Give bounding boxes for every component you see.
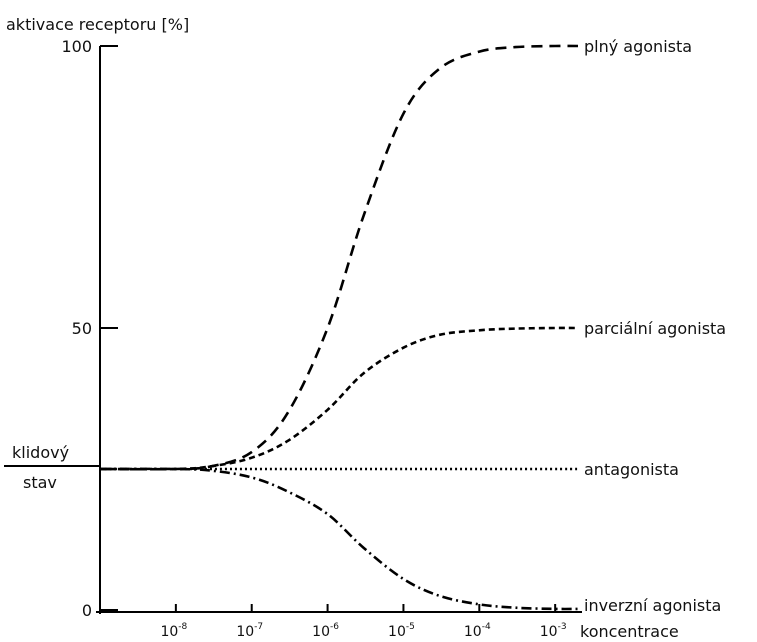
x-tick-label--8: 10-8 [160,622,187,640]
series-3-label: inverzní agonista [584,596,721,615]
x-axis-label: koncentrace [580,622,679,641]
series-1-label: parciální agonista [584,319,726,338]
x-tick-label--3: 10-3 [540,622,567,640]
y-tick-label-50: 50 [72,319,92,338]
x-ticks: 10-8 10-7 10-6 10-5 10-4 10-3 [160,604,567,640]
x-tick-label--5: 10-5 [388,622,415,640]
series-0-label: plný agonista [584,37,692,56]
x-tick-label--6: 10-6 [312,622,339,640]
y-axis-label: aktivace receptoru [%] [6,15,189,34]
x-tick-label--4: 10-4 [464,622,491,640]
series-labels: plný agonista parciální agonista antagonis… [584,37,726,615]
x-tick-label--7: 10-7 [236,622,263,640]
series-0-line [99,44,579,471]
baseline-label-line2: stav [23,473,57,492]
series-curves [99,44,579,611]
y-tick-label-100: 100 [61,37,92,56]
y-tick-label-0: 0 [82,601,92,620]
series-1-line [99,326,579,471]
y-ticks: 0 50 100 [61,37,118,620]
series-2-label: antagonista [584,460,679,479]
series-3-line [99,467,579,611]
baseline-label-line1: klidový [12,443,69,462]
